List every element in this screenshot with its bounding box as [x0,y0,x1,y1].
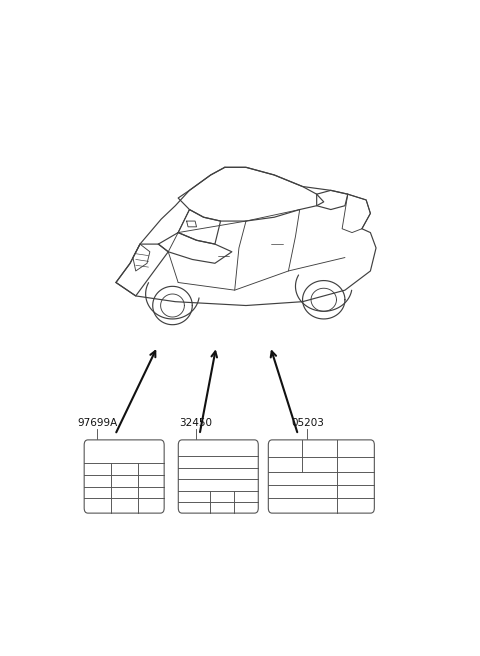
FancyBboxPatch shape [84,440,164,513]
Text: 05203: 05203 [291,419,324,428]
Text: 32450: 32450 [180,419,212,428]
FancyBboxPatch shape [178,440,258,513]
FancyBboxPatch shape [268,440,374,513]
Text: 97699A: 97699A [77,419,117,428]
